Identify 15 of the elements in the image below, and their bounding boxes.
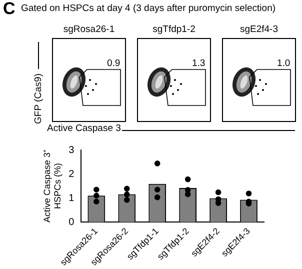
data-label: 0.9 [107,58,120,69]
y-tick-label: 0 [68,216,75,228]
text: C [3,0,16,19]
y-tick-label: 3 [68,144,75,156]
y-tick-label: 2 [68,168,75,180]
y-axis-title: Active Caspase 3⁺ HSPCs (%) [42,150,63,223]
category-label: sgRosa26-1 [62,24,116,35]
text: GFP (Cas9) [33,73,44,124]
text: Gated on HSPCs at day 4 (3 days after puromycin selection) [21,3,276,14]
category-label: sgTfdp1-2 [152,24,196,35]
category-label: sgE2f4-3 [238,24,280,35]
text: Active Caspase 3 [47,123,121,134]
data-label: 1.0 [277,58,290,69]
y-tick-label: 1 [68,192,75,204]
data-label: 1.3 [192,58,206,69]
